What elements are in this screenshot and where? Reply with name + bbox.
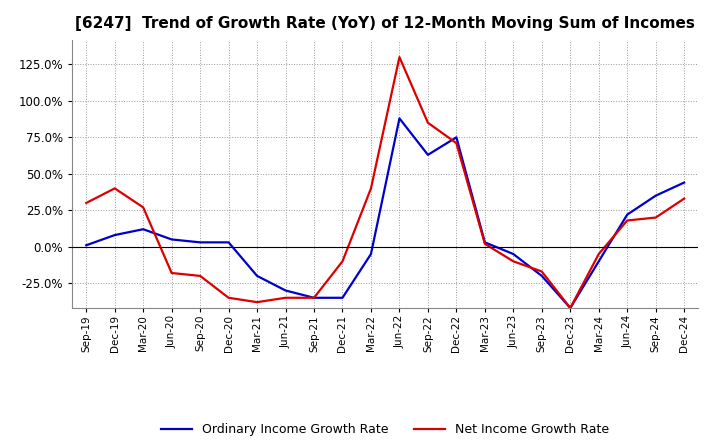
Net Income Growth Rate — [623, 218, 631, 223]
Net Income Growth Rate — [282, 295, 290, 301]
Ordinary Income Growth Rate — [566, 305, 575, 311]
Ordinary Income Growth Rate — [110, 232, 119, 238]
Legend: Ordinary Income Growth Rate, Net Income Growth Rate: Ordinary Income Growth Rate, Net Income … — [156, 418, 614, 440]
Net Income Growth Rate — [110, 186, 119, 191]
Line: Net Income Growth Rate: Net Income Growth Rate — [86, 57, 684, 308]
Ordinary Income Growth Rate — [395, 116, 404, 121]
Net Income Growth Rate — [139, 205, 148, 210]
Ordinary Income Growth Rate — [282, 288, 290, 293]
Ordinary Income Growth Rate — [423, 152, 432, 158]
Net Income Growth Rate — [595, 251, 603, 257]
Ordinary Income Growth Rate — [139, 227, 148, 232]
Ordinary Income Growth Rate — [537, 273, 546, 279]
Ordinary Income Growth Rate — [196, 240, 204, 245]
Net Income Growth Rate — [82, 200, 91, 205]
Net Income Growth Rate — [366, 186, 375, 191]
Ordinary Income Growth Rate — [167, 237, 176, 242]
Net Income Growth Rate — [566, 305, 575, 311]
Ordinary Income Growth Rate — [310, 295, 318, 301]
Net Income Growth Rate — [395, 55, 404, 60]
Ordinary Income Growth Rate — [82, 242, 91, 248]
Net Income Growth Rate — [480, 241, 489, 246]
Ordinary Income Growth Rate — [623, 212, 631, 217]
Net Income Growth Rate — [310, 295, 318, 301]
Ordinary Income Growth Rate — [225, 240, 233, 245]
Net Income Growth Rate — [423, 120, 432, 125]
Net Income Growth Rate — [253, 300, 261, 305]
Ordinary Income Growth Rate — [480, 240, 489, 245]
Net Income Growth Rate — [509, 259, 518, 264]
Ordinary Income Growth Rate — [366, 251, 375, 257]
Ordinary Income Growth Rate — [253, 273, 261, 279]
Ordinary Income Growth Rate — [595, 259, 603, 264]
Ordinary Income Growth Rate — [680, 180, 688, 185]
Net Income Growth Rate — [537, 269, 546, 274]
Net Income Growth Rate — [225, 295, 233, 301]
Net Income Growth Rate — [452, 140, 461, 146]
Ordinary Income Growth Rate — [652, 193, 660, 198]
Net Income Growth Rate — [680, 196, 688, 201]
Net Income Growth Rate — [196, 273, 204, 279]
Ordinary Income Growth Rate — [338, 295, 347, 301]
Ordinary Income Growth Rate — [509, 251, 518, 257]
Net Income Growth Rate — [652, 215, 660, 220]
Ordinary Income Growth Rate — [452, 135, 461, 140]
Title: [6247]  Trend of Growth Rate (YoY) of 12-Month Moving Sum of Incomes: [6247] Trend of Growth Rate (YoY) of 12-… — [76, 16, 695, 32]
Net Income Growth Rate — [338, 259, 347, 264]
Net Income Growth Rate — [167, 270, 176, 275]
Line: Ordinary Income Growth Rate: Ordinary Income Growth Rate — [86, 118, 684, 308]
